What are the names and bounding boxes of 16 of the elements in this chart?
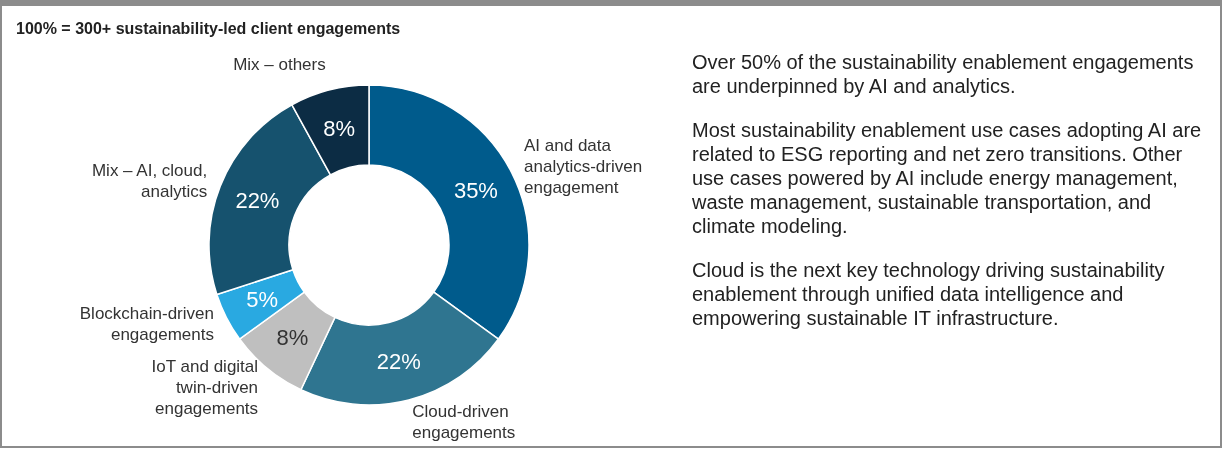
text: Cloud is the next key technology driving sustainability enablement through unified data intelligence and empowering sustainable IT infrastructure. xyxy=(692,258,1166,330)
chart-title: 100% = 300+ sustainability-led client engagements xyxy=(16,20,401,38)
data-label: 5% xyxy=(246,286,278,312)
data-label: 22% xyxy=(376,348,421,374)
data-label: 8% xyxy=(276,324,309,350)
slice-label: Mix – AI, cloud, analytics xyxy=(91,160,208,201)
data-label: 22% xyxy=(235,188,280,214)
text: Most sustainability enablement use cases adopting AI are related to ESG reporting and net zero transitions. Other use cases powered by AI include energy management, waste management, sustainable transportation, and climate modeling. xyxy=(692,118,1202,238)
slice-label: Blockchain-driven engagements xyxy=(79,303,214,344)
data-label: 8% xyxy=(323,116,356,142)
slice-label: Cloud-driven engagements xyxy=(412,401,516,442)
data-label: 35% xyxy=(453,178,498,204)
text: Over 50% of the sustainability enablement engagements are underpinned by AI and analytics. xyxy=(692,50,1195,98)
slice-label: AI and data analytics-driven engagement xyxy=(524,135,643,197)
slice-label: Mix – others xyxy=(233,54,326,74)
slice-label: IoT and digital twin-driven engagements xyxy=(151,356,259,418)
